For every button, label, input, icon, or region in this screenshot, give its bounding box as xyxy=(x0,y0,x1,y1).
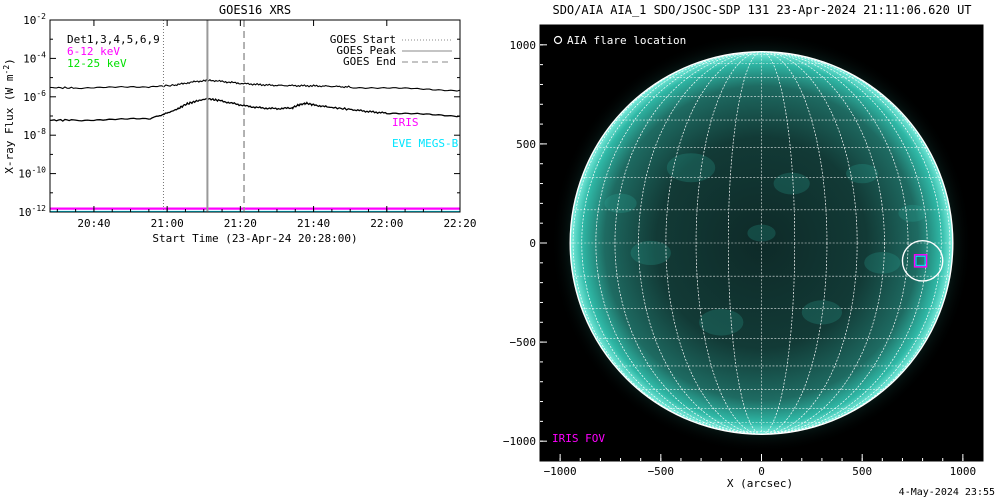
legend-goes-end: GOES End xyxy=(343,55,396,68)
iris-fov-box xyxy=(913,254,928,268)
y-tick-label: 10-10 xyxy=(18,166,46,181)
legend-left: Det1,3,4,5,6,9 6-12 keV 12-25 keV xyxy=(67,33,160,70)
y-tick-label: 10-2 xyxy=(23,12,46,27)
goes-xrs-chart: GOES16 XRS 10-2 10-4 10-6 10-8 10-10 10-12 20… xyxy=(2,3,477,245)
legend-12-25kev: 12-25 keV xyxy=(67,57,127,70)
legend-goes-start: GOES Start xyxy=(330,33,396,46)
longitude-line xyxy=(572,51,951,435)
footer-date: 4-May-2024 23:55 xyxy=(899,487,995,498)
longitude-line xyxy=(695,51,828,435)
active-region xyxy=(630,240,671,265)
legend-detectors: Det1,3,4,5,6,9 xyxy=(67,33,160,46)
longitude-line xyxy=(595,51,928,435)
active-region xyxy=(773,172,810,195)
aia-x-axis-label: X (arcsec) xyxy=(727,477,793,490)
longitude-line xyxy=(638,51,885,435)
legend-6-12kev: 6-12 keV xyxy=(67,45,120,58)
active-region xyxy=(666,153,716,183)
longitude-line xyxy=(727,51,796,435)
x-tick-label: 22:20 xyxy=(443,217,476,230)
annotation-eve: EVE MEGS-B xyxy=(392,137,459,150)
active-region xyxy=(604,193,637,214)
aia-solar-image: SDO/AIA AIA_1 SDO/JSOC-SDP 131 23-Apr-20… xyxy=(503,3,984,490)
y-tick-label: 10-4 xyxy=(23,50,46,65)
solar-limb xyxy=(569,51,954,435)
longitude-line xyxy=(581,51,942,435)
x-tick-label: 22:00 xyxy=(370,217,403,230)
aia-y-tick-label: −1000 xyxy=(503,435,536,448)
goes-chart-title: GOES16 XRS xyxy=(219,3,291,17)
aia-x-tick-label: 0 xyxy=(758,465,765,478)
goes-x-axis-label: Start Time (23-Apr-24 20:28:00) xyxy=(152,232,357,245)
x-tick-label: 21:40 xyxy=(297,217,330,230)
active-region xyxy=(898,204,927,222)
y-tick-label: 10-6 xyxy=(23,89,46,104)
aia-x-tick-label: −500 xyxy=(648,465,675,478)
x-tick-label: 21:00 xyxy=(151,217,184,230)
iris-fov-slit xyxy=(915,255,926,266)
goes-y-axis-label: X-ray Flux (W m-2) xyxy=(2,58,16,174)
y-tick-label: 10-8 xyxy=(23,127,46,142)
iris-fov-label: IRIS FOV xyxy=(552,432,605,445)
longitude-line xyxy=(665,51,858,435)
legend-goes-peak: GOES Peak xyxy=(336,44,396,57)
active-region xyxy=(864,251,901,274)
x-tick-label: 21:20 xyxy=(224,217,257,230)
active-region xyxy=(846,163,879,184)
active-region xyxy=(699,308,744,336)
aia-y-tick-label: −500 xyxy=(510,336,537,349)
legend-right: GOES Start GOES Peak GOES End xyxy=(330,33,452,68)
aia-y-tick-label: 1000 xyxy=(510,39,537,52)
x-tick-label: 20:40 xyxy=(77,217,110,230)
aia-y-tick-label: 500 xyxy=(516,138,536,151)
legend-flare-location: AIA flare location xyxy=(567,34,686,47)
flare-location-circle xyxy=(901,239,944,282)
aia-x-tick-label: 1000 xyxy=(950,465,977,478)
series-line-1 xyxy=(50,97,460,122)
legend-flare-marker xyxy=(553,35,563,45)
aia-title: SDO/AIA AIA_1 SDO/JSOC-SDP 131 23-Apr-20… xyxy=(552,3,971,17)
aia-y-tick-label: 0 xyxy=(529,237,536,250)
active-region xyxy=(747,224,776,242)
aia-x-tick-label: −1000 xyxy=(544,465,577,478)
series-line-0 xyxy=(50,78,460,92)
y-tick-label: 10-12 xyxy=(18,204,46,219)
annotation-iris: IRIS xyxy=(392,116,419,129)
aia-x-tick-label: 500 xyxy=(852,465,872,478)
longitude-line xyxy=(614,51,909,435)
active-region xyxy=(801,300,843,325)
